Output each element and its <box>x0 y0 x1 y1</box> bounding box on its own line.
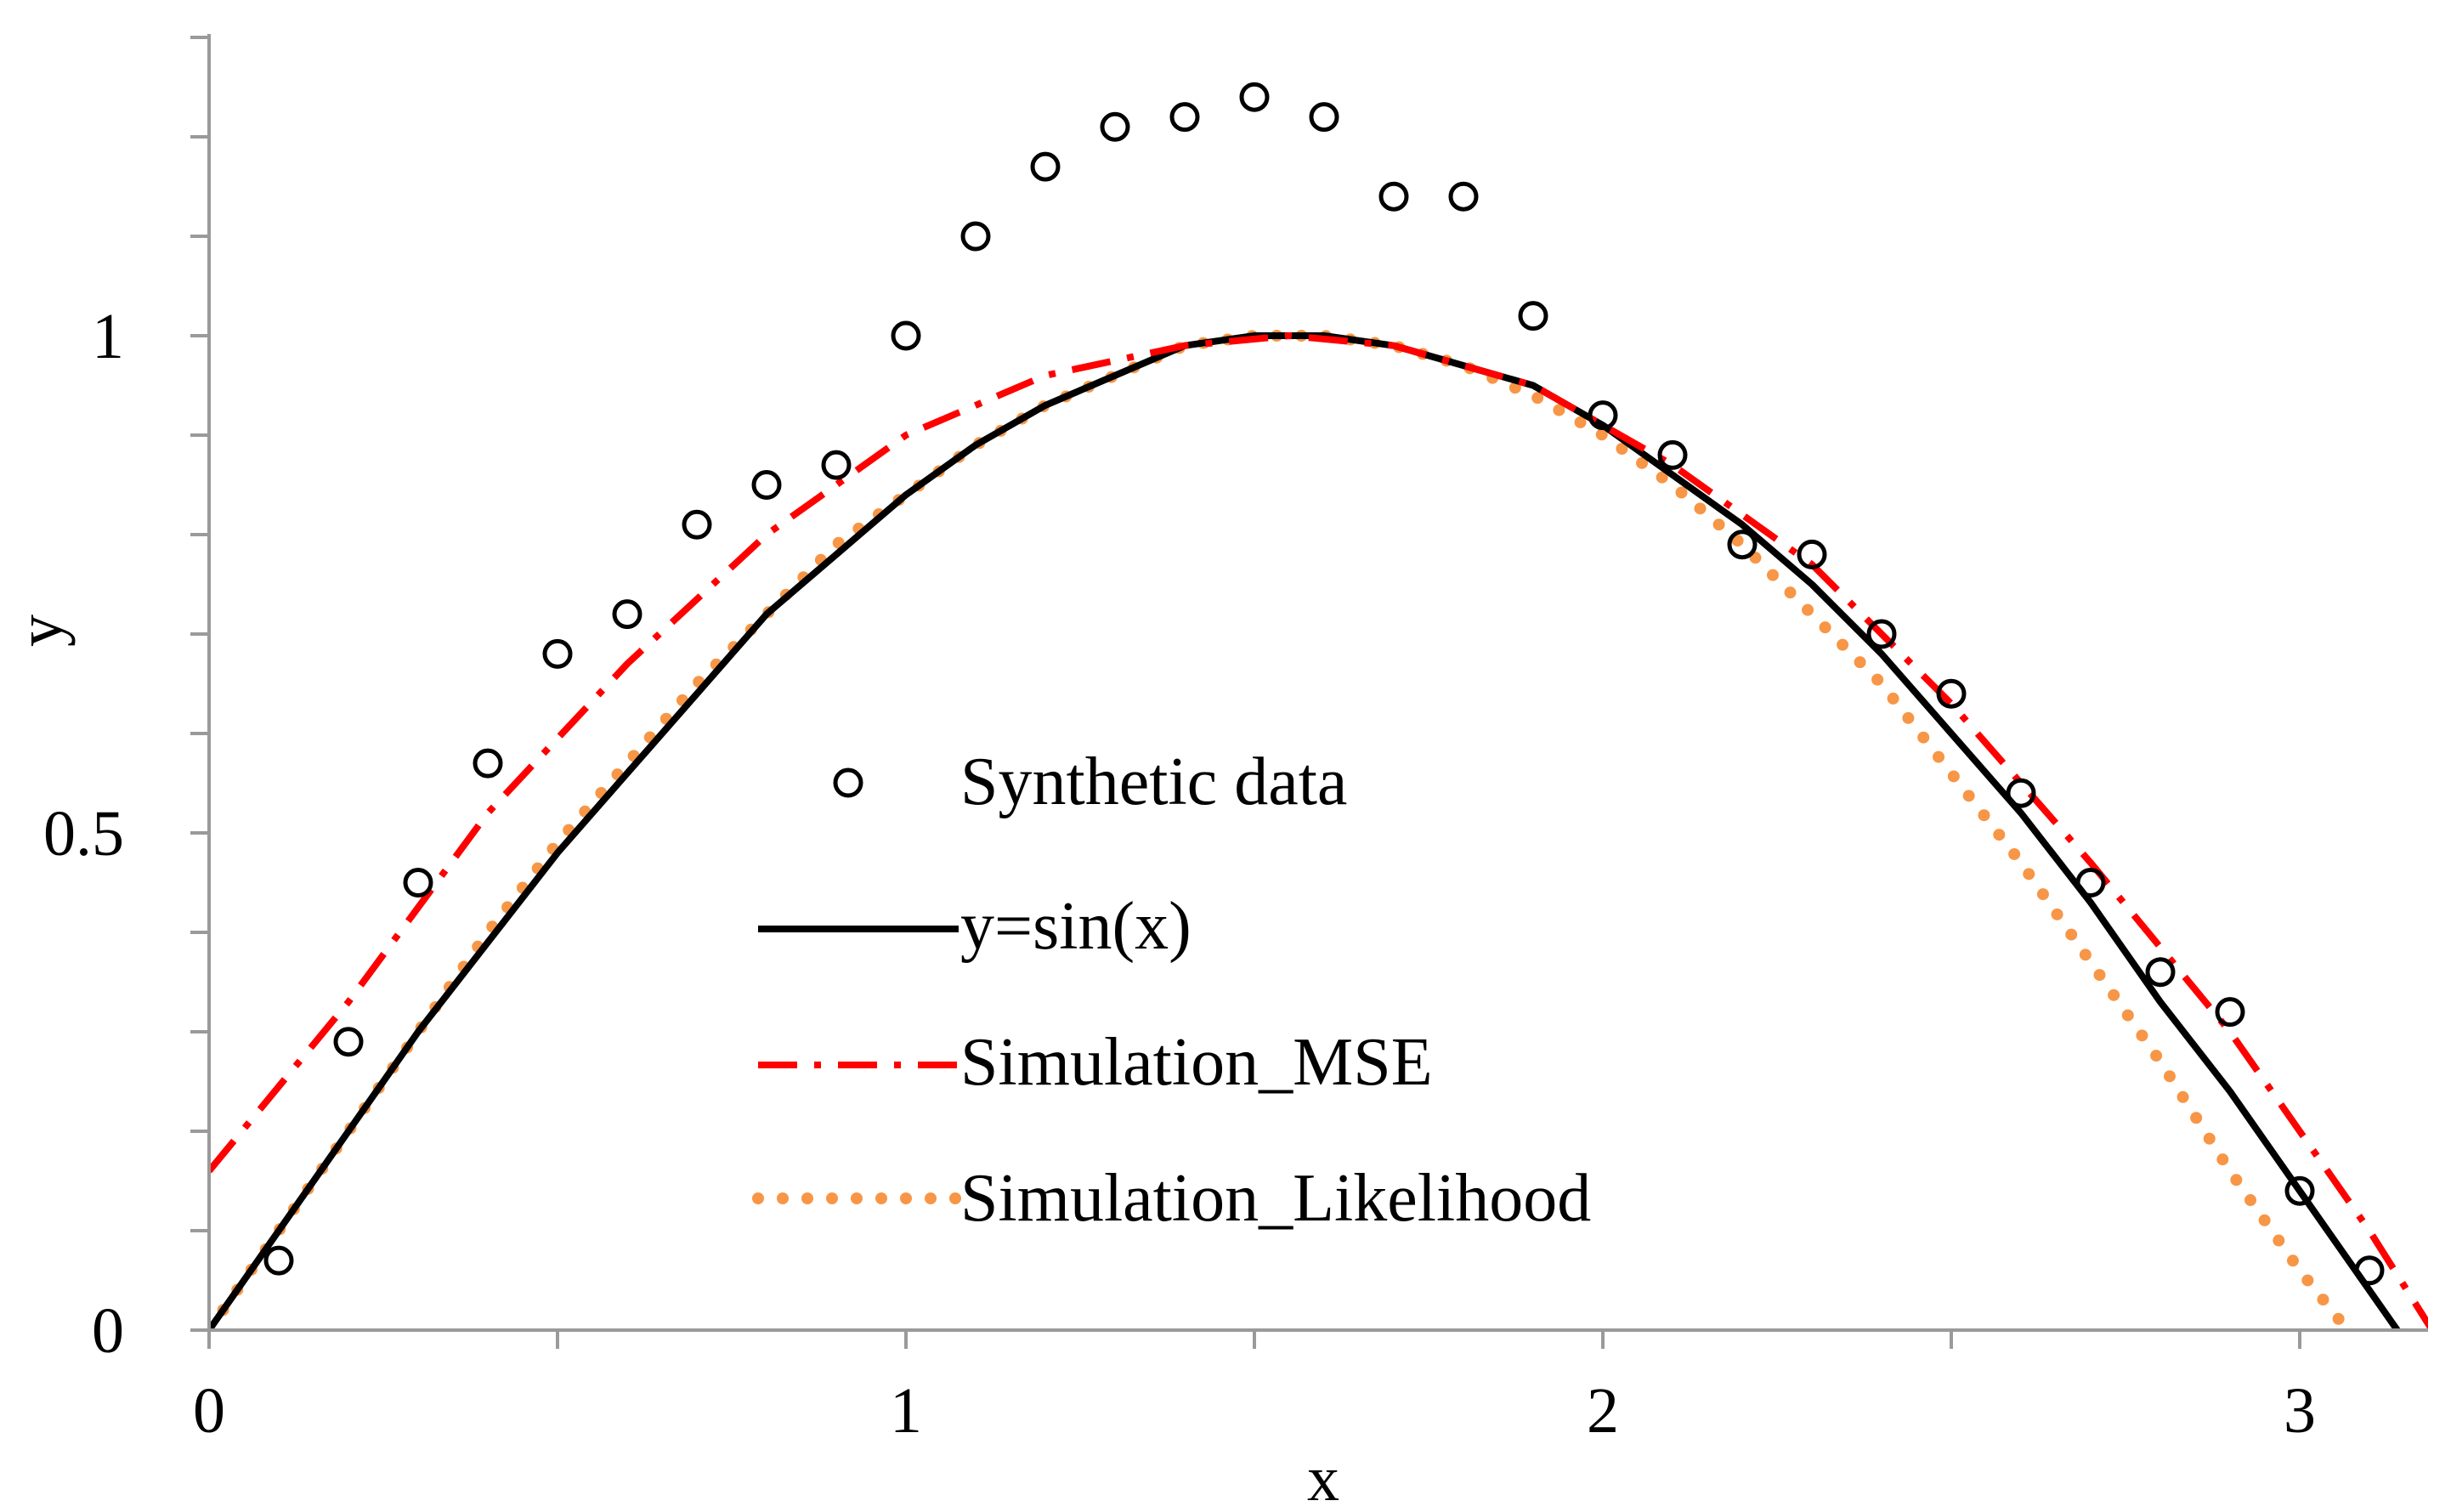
data-point <box>2145 957 2176 988</box>
data-point <box>821 450 852 480</box>
y-tick-label: 0.5 <box>43 798 124 869</box>
data-point <box>2284 1175 2315 1206</box>
legend-swatches <box>752 767 965 1204</box>
data-point <box>2215 997 2245 1028</box>
plot-area <box>209 82 2428 1332</box>
legend-label-simulation-likelihood: Simulation_Likelihood <box>960 1161 1591 1236</box>
data-point <box>1657 439 1688 470</box>
legend: Synthetic data y=sin(x) Simulation_MSE S… <box>752 745 1591 1236</box>
data-point <box>1239 82 1270 112</box>
data-point <box>1448 181 1479 212</box>
data-point <box>2354 1255 2385 1286</box>
data-point <box>960 221 991 252</box>
legend-label-synthetic-data: Synthetic data <box>960 745 1347 819</box>
data-point <box>263 1245 294 1276</box>
x-tick-label: 2 <box>1587 1375 1619 1447</box>
data-point <box>473 748 503 779</box>
x-tick-label: 3 <box>2284 1375 2316 1447</box>
legend-label-simulation-mse: Simulation_MSE <box>960 1025 1433 1100</box>
x-tick-label: 1 <box>890 1375 922 1447</box>
data-point <box>1866 619 1897 649</box>
x-axis-title: x <box>1307 1443 1339 1512</box>
data-point <box>1588 400 1618 431</box>
data-point <box>403 868 433 898</box>
y-axis-title: y <box>4 614 76 647</box>
data-point <box>1378 181 1409 212</box>
data-point <box>1030 151 1061 182</box>
axes: 0 0.5 1 0 1 2 3 <box>43 34 2428 1447</box>
data-point <box>682 509 712 540</box>
data-point <box>1169 102 1200 133</box>
series-line-simulation-mse <box>209 331 2428 1330</box>
data-point <box>1727 529 1758 560</box>
legend-swatch-synthetic-data <box>833 767 863 798</box>
data-point <box>333 1027 364 1057</box>
data-point <box>612 599 642 630</box>
x-tick-label: 0 <box>193 1375 225 1447</box>
series-line-simulation-likelihood <box>209 330 2357 1332</box>
data-point <box>2006 778 2036 808</box>
data-point <box>2075 868 2106 898</box>
data-point <box>1518 301 1548 331</box>
y-tick-label: 0 <box>92 1295 124 1367</box>
data-point <box>1100 111 1130 142</box>
data-point <box>1797 539 1827 569</box>
y-tick-label: 1 <box>92 301 124 372</box>
data-point <box>751 470 782 500</box>
data-point <box>542 638 573 669</box>
legend-label-sin: y=sin(x) <box>960 889 1192 964</box>
data-point <box>1936 678 1967 709</box>
data-point <box>891 320 921 351</box>
data-point <box>1309 102 1339 133</box>
